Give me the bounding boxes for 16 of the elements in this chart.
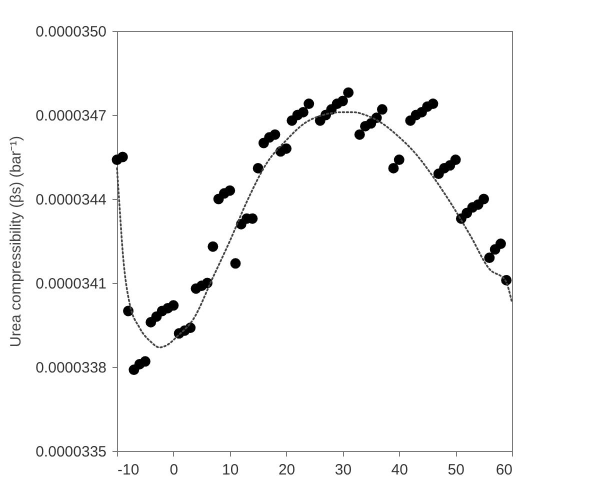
y-tick-label: 0.0000338	[36, 360, 106, 376]
y-axis-title: Urea compressibility (βs) (bar⁻¹)	[8, 136, 25, 348]
y-tick-label: 0.0000347	[36, 108, 106, 124]
x-tick-label: 20	[278, 462, 296, 478]
line-series	[116, 111, 513, 348]
y-tick-label: 0.0000341	[36, 276, 106, 292]
y-tick-label: 0.0000350	[36, 24, 106, 40]
x-tick-label: -10	[118, 462, 140, 478]
x-tick-label: 30	[334, 462, 352, 478]
x-tick-label: 40	[391, 462, 408, 478]
y-tick-label: 0.0000344	[36, 192, 106, 208]
x-tick-label: 60	[496, 462, 512, 478]
y-tick-label: 0.0000335	[36, 444, 106, 460]
x-tick-label: 50	[448, 462, 464, 478]
x-tick-label: 0	[170, 462, 178, 478]
x-tick-label: 10	[222, 462, 239, 478]
